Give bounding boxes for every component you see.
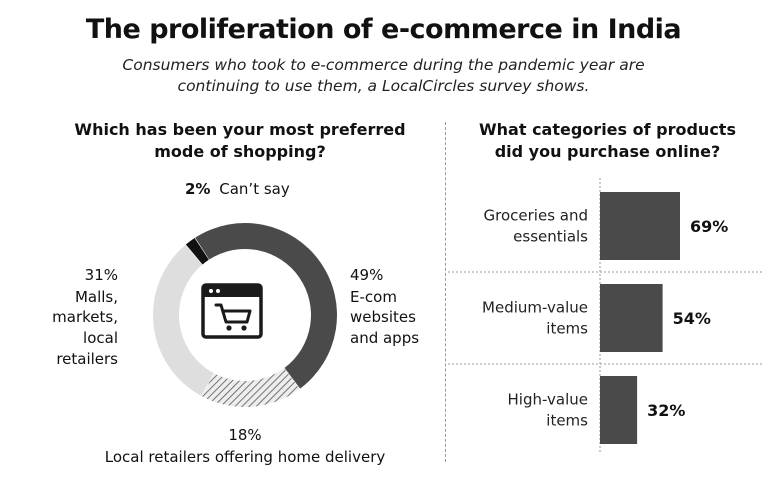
bar-title-line-1: What categories of products <box>479 120 736 139</box>
malls-label-line-4: retailers <box>56 350 118 368</box>
malls-label-line-3: local <box>83 329 118 347</box>
bar-category-label-0-0: Groceries and <box>484 207 588 225</box>
donut-label-ecom: 49% E-com websites and apps <box>350 266 419 347</box>
malls-pct: 31% <box>85 266 118 284</box>
bar-value-label-1: 54% <box>673 309 711 328</box>
donut-slice-1 <box>201 368 300 407</box>
shopping-cart-icon <box>201 283 263 339</box>
bar-category-label-2-0: High-value <box>508 391 588 409</box>
bar-chart: 69% Groceries and essentials 54% Medium-valu… <box>448 178 762 452</box>
bars: 69% Groceries and essentials 54% Medium-valu… <box>482 192 728 444</box>
donut-panel-title: Which has been your most preferred mode … <box>40 119 440 163</box>
bar-panel-title: What categories of products did you purc… <box>450 119 765 163</box>
donut-title-line-2: mode of shopping? <box>154 142 326 161</box>
chart-subtitle: Consumers who took to e-commerce during … <box>60 55 707 97</box>
svg-text:2% Can’t say: 2% Can’t say <box>185 180 290 198</box>
cant-say-pct: 2% <box>185 180 210 198</box>
donut-label-local-delivery: 18% Local retailers offering home delive… <box>105 426 386 466</box>
local-delivery-pct: 18% <box>228 426 261 444</box>
ecom-label-line-3: and apps <box>350 329 419 347</box>
ecom-label-line-2: websites <box>350 308 416 326</box>
bar-category-label-0-1: essentials <box>513 228 588 246</box>
bar-category-label-1-1: items <box>546 320 588 338</box>
donut-slice-3 <box>185 238 209 265</box>
bar-0 <box>600 192 680 260</box>
bar-value-label-0: 69% <box>690 217 728 236</box>
bar-value-label-2: 32% <box>647 401 685 420</box>
donut-slice-2 <box>152 244 214 396</box>
donut-slice-0 <box>195 223 337 389</box>
bar-category-label-1-0: Medium-value <box>482 299 588 317</box>
donut-label-cant-say: 2% Can’t say <box>185 180 290 198</box>
ecom-pct: 49% <box>350 266 383 284</box>
bar-separators <box>448 271 762 365</box>
subtitle-line-2: continuing to use them, a LocalCircles s… <box>177 77 590 95</box>
cant-say-label: Can’t say <box>219 180 290 198</box>
donut-chart: 2% Can’t say 49% E-com websites and apps… <box>52 180 419 466</box>
malls-label-line-2: markets, <box>52 308 118 326</box>
bar-1 <box>600 284 663 352</box>
bar-2 <box>600 376 638 444</box>
panel-divider <box>445 122 446 462</box>
subtitle-line-1: Consumers who took to e-commerce during … <box>122 56 645 74</box>
malls-label-line-1: Malls, <box>75 288 118 306</box>
donut-title-line-1: Which has been your most preferred <box>74 120 406 139</box>
bar-title-line-2: did you purchase online? <box>494 142 721 161</box>
donut-slices <box>152 223 337 407</box>
chart-title: The proliferation of e-commerce in India <box>85 14 682 45</box>
bar-category-label-2-1: items <box>546 412 588 430</box>
ecom-label-line-1: E-com <box>350 288 397 306</box>
donut-label-malls: 31% Malls, markets, local retailers <box>52 266 118 368</box>
local-delivery-label: Local retailers offering home delivery <box>105 448 386 466</box>
